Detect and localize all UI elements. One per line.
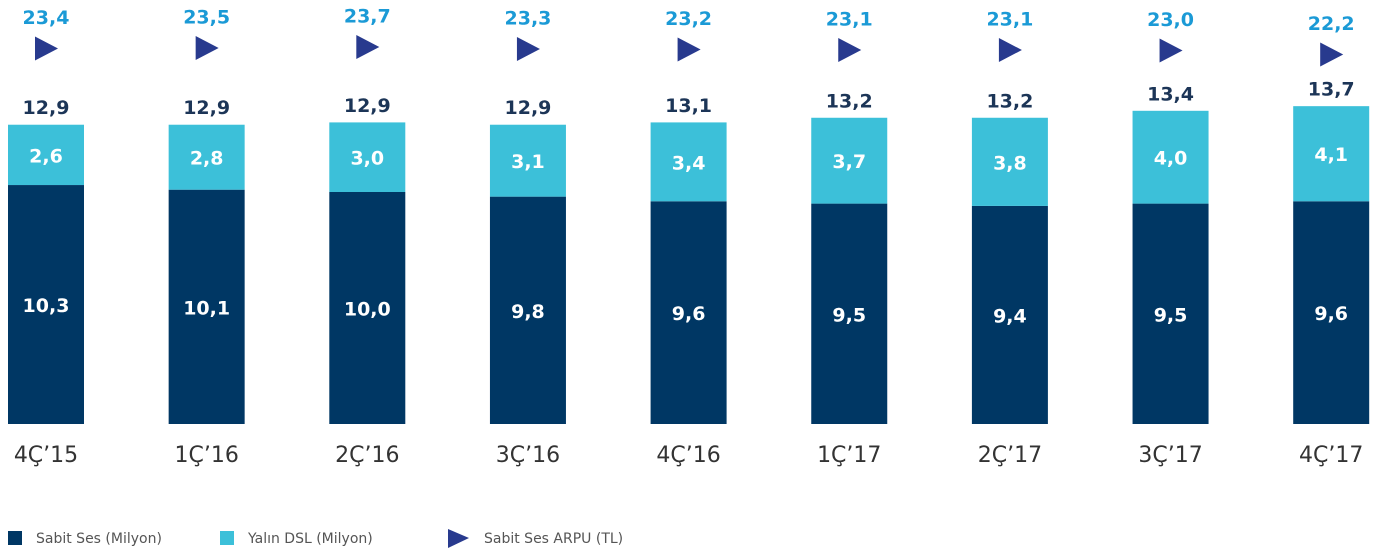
x-tick-label: 3Ç’17 — [1138, 443, 1202, 468]
arpu-marker — [998, 38, 1022, 62]
total-label: 13,4 — [1147, 83, 1194, 105]
x-tick-label: 1Ç’17 — [817, 443, 881, 468]
legend-label: Yalın DSL (Milyon) — [247, 531, 373, 547]
x-tick-label: 2Ç’17 — [978, 443, 1042, 468]
arpu-marker — [516, 37, 540, 61]
x-tick-label: 3Ç’16 — [496, 443, 560, 468]
x-tick-label: 4Ç’16 — [656, 443, 720, 468]
bar-segment — [971, 205, 1048, 424]
bar-segment — [1132, 110, 1209, 204]
arpu-marker — [35, 36, 58, 61]
arpu-label: 23,3 — [505, 8, 552, 30]
bar-segment — [489, 124, 566, 197]
bar-segment — [650, 122, 727, 202]
value-label: 2,6 — [29, 145, 63, 167]
legend-swatch — [8, 531, 22, 545]
x-tick-label: 2Ç’16 — [335, 443, 399, 468]
value-label: 3,4 — [672, 152, 706, 174]
legend-label: Sabit Ses ARPU (TL) — [484, 531, 623, 547]
value-label: 9,4 — [993, 305, 1027, 327]
legend-swatch — [448, 529, 469, 548]
bar-segment — [971, 117, 1048, 206]
value-label: 9,8 — [511, 301, 545, 323]
arpu-marker — [195, 36, 219, 60]
x-tick-label: 1Ç’16 — [174, 443, 238, 468]
value-label: 4,1 — [1314, 144, 1348, 166]
bar-segment — [1293, 201, 1370, 424]
arpu-label: 23,0 — [1147, 9, 1194, 31]
arpu-label: 23,7 — [344, 6, 391, 28]
legend-label: Sabit Ses (Milyon) — [36, 531, 162, 547]
total-label: 13,2 — [986, 90, 1033, 112]
arpu-label: 23,5 — [183, 7, 230, 29]
arpu-marker — [1320, 42, 1344, 67]
bar-segment — [1132, 203, 1209, 424]
total-label: 12,9 — [505, 97, 552, 119]
total-label: 13,2 — [826, 90, 873, 112]
bar-segment — [650, 201, 727, 424]
value-label: 3,7 — [832, 151, 866, 173]
bar-segment — [811, 117, 888, 204]
total-label: 12,9 — [183, 97, 230, 119]
arpu-marker — [356, 35, 380, 59]
bar-segment — [329, 192, 406, 424]
value-label: 10,1 — [183, 297, 230, 319]
legend-swatch — [220, 531, 234, 545]
value-label: 9,5 — [1154, 304, 1188, 326]
arpu-label: 23,1 — [826, 9, 873, 31]
arpu-label: 23,2 — [665, 8, 712, 30]
total-label: 12,9 — [23, 97, 70, 119]
value-label: 9,5 — [832, 304, 866, 326]
value-label: 3,1 — [511, 151, 545, 173]
bar-segment — [8, 185, 84, 424]
bar-segment — [168, 189, 245, 424]
x-tick-label: 4Ç’17 — [1299, 443, 1363, 468]
bar-segment — [168, 124, 245, 190]
bar-segment — [8, 124, 84, 186]
total-label: 13,1 — [665, 95, 712, 117]
bar-segment — [811, 203, 888, 424]
total-label: 12,9 — [344, 95, 391, 117]
value-label: 9,6 — [1314, 303, 1348, 325]
arpu-marker — [677, 37, 701, 62]
arpu-marker — [838, 38, 862, 62]
value-label: 3,8 — [993, 152, 1027, 174]
arpu-label: 23,1 — [986, 9, 1033, 31]
value-label: 9,6 — [672, 303, 706, 325]
bar-segment — [329, 122, 406, 192]
bar-segment — [1293, 106, 1370, 202]
value-label: 2,8 — [190, 148, 224, 170]
value-label: 4,0 — [1154, 148, 1188, 170]
bar-segment — [489, 196, 566, 424]
arpu-label: 23,4 — [23, 7, 70, 29]
value-label: 10,3 — [23, 295, 70, 317]
x-tick-label: 4Ç’15 — [14, 443, 78, 468]
arpu-label: 22,2 — [1308, 13, 1355, 35]
value-label: 10,0 — [344, 299, 391, 321]
value-label: 3,0 — [350, 148, 384, 170]
arpu-marker — [1159, 38, 1183, 63]
total-label: 13,7 — [1308, 79, 1355, 101]
